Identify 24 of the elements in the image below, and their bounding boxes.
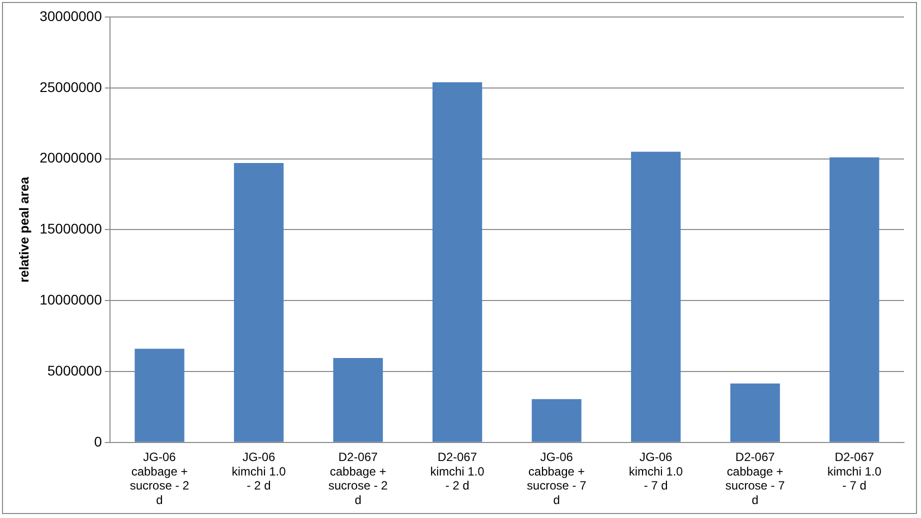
bar <box>134 348 184 442</box>
bar <box>333 358 383 442</box>
y-tick-label: 20000000 <box>40 150 102 166</box>
y-tick-label: 5000000 <box>47 362 102 378</box>
y-tick-label: 0 <box>94 433 102 450</box>
y-tick-label: 15000000 <box>40 220 102 237</box>
bar <box>532 399 582 442</box>
x-tick-label: JG-06 cabbage + sucrose - 7 d <box>526 450 587 508</box>
x-tick-label: D2-067 kimchi 1.0 - 2 d <box>430 450 485 493</box>
x-tick-label: JG-06 kimchi 1.0 - 7 d <box>628 450 684 493</box>
bar <box>830 157 880 442</box>
y-tick-label: 30000000 <box>40 8 102 24</box>
x-tick-label: JG-06 kimchi 1.0 - 2 d <box>232 450 286 493</box>
y-axis-title: relative peal area <box>16 176 32 282</box>
bar <box>234 163 284 442</box>
x-tick-label: D2-067 cabbage + sucrose - 7 d <box>725 450 786 508</box>
x-tick-label: D2-067 cabbage + sucrose - 2 d <box>328 450 388 508</box>
y-tick-label: 25000000 <box>40 78 102 95</box>
bar <box>631 152 681 442</box>
bar <box>730 384 780 442</box>
bar <box>432 82 482 442</box>
x-tick-label: JG-06 cabbage + sucrose - 2 d <box>130 450 190 508</box>
y-tick-label: 10000000 <box>40 291 102 308</box>
x-tick-label: D2-067 kimchi 1.0 - 7 d <box>827 450 882 493</box>
